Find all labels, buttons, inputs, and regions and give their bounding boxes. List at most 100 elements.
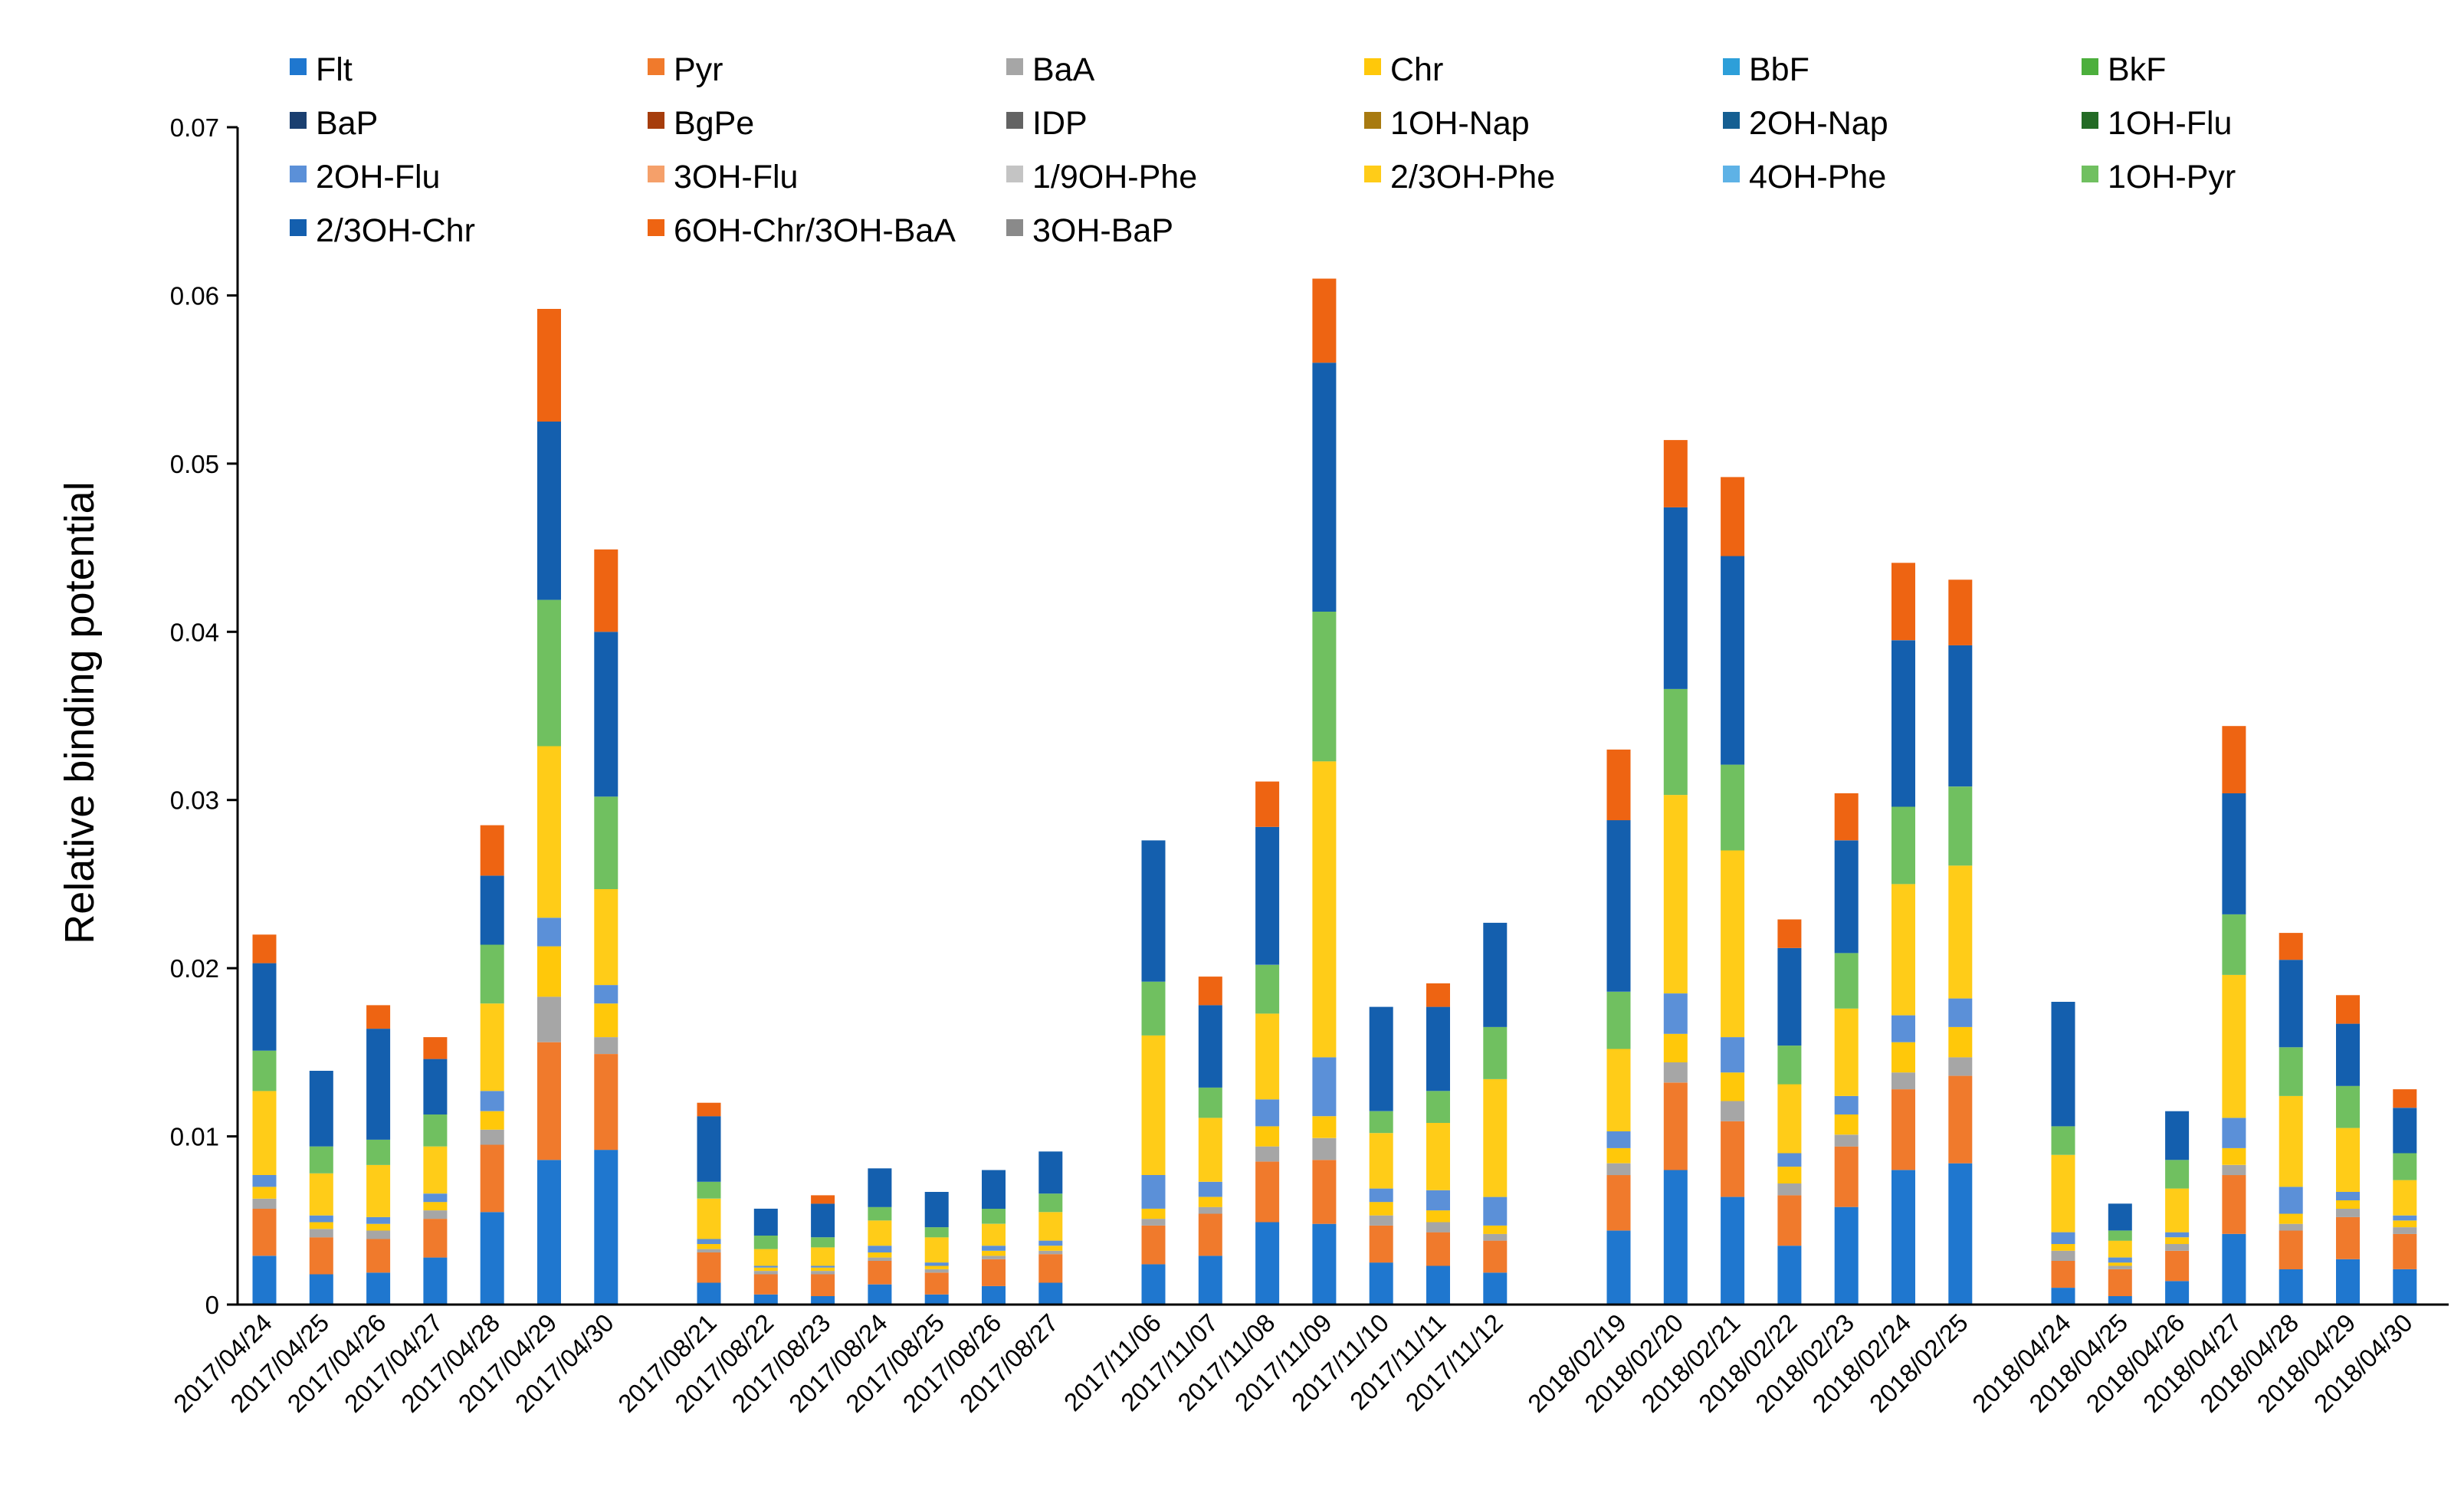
bar-segment (697, 1116, 721, 1182)
bar-segment (1426, 1190, 1450, 1211)
bar-segment (1948, 1057, 1973, 1076)
bar-segment (1038, 1193, 1063, 1213)
bar-segment (1834, 840, 1859, 954)
bar-segment (1721, 556, 1745, 765)
bar-segment (2279, 1047, 2303, 1096)
bar-segment (366, 1005, 391, 1029)
bar-segment (1663, 440, 1688, 507)
bar-segment (1426, 1210, 1450, 1223)
bar-segment (366, 1223, 391, 1231)
bar-segment (1141, 1264, 1166, 1305)
bar-segment (1312, 1057, 1337, 1117)
bar-segment (868, 1206, 892, 1221)
bar-segment (2336, 1192, 2360, 1200)
bar-segment (811, 1203, 835, 1238)
legend-swatch (1723, 112, 1740, 129)
bar-segment (309, 1071, 333, 1147)
y-tick-label: 0.06 (170, 281, 219, 310)
bar-segment (1834, 953, 1859, 1009)
bar-segment (1198, 1005, 1222, 1088)
bar-segment (1255, 1222, 1280, 1305)
bar-segment (1777, 1183, 1802, 1196)
bar-segment (982, 1208, 1006, 1224)
bar-segment (252, 1091, 277, 1175)
bar-segment (2279, 1223, 2303, 1231)
bar-segment (868, 1168, 892, 1207)
bar-segment (2051, 1260, 2075, 1288)
bar-segment (1038, 1282, 1063, 1305)
bar-segment (1834, 1134, 1859, 1147)
bar-segment (2393, 1215, 2417, 1221)
bar-segment (1369, 1262, 1393, 1305)
bar-segment (2165, 1111, 2190, 1160)
legend-swatch (2082, 112, 2098, 129)
legend-label: 4OH-Phe (1749, 159, 1886, 195)
bar-segment (2279, 1095, 2303, 1187)
axes-layer: 00.010.020.030.040.050.060.072017/04/242… (168, 113, 2449, 1418)
bar-segment (868, 1260, 892, 1285)
bar-segment (1198, 1256, 1222, 1305)
legend-swatch (290, 219, 307, 236)
bar-segment (1483, 1225, 1508, 1234)
bar-segment (366, 1216, 391, 1224)
bar-segment (594, 985, 618, 1004)
bar-segment (1426, 1091, 1450, 1123)
bar-segment (480, 944, 504, 1004)
legend-label: 6OH-Chr/3OH-BaA (674, 212, 956, 249)
bar-segment (1198, 1087, 1222, 1118)
bar-segment (982, 1170, 1006, 1209)
legend-label: 1/9OH-Phe (1032, 159, 1197, 195)
bar-segment (2393, 1180, 2417, 1216)
bar-segment (1141, 1035, 1166, 1175)
legend-label: 2OH-Flu (316, 159, 440, 195)
legend-swatch (648, 166, 664, 182)
legend-label: 1OH-Flu (2108, 105, 2232, 142)
bar-segment (480, 1212, 504, 1305)
legend-swatch (290, 58, 307, 75)
bar-segment (1891, 806, 1915, 885)
bar-segment (1891, 1072, 1915, 1090)
bar-segment (1721, 477, 1745, 556)
bar-segment (1255, 964, 1280, 1014)
bar-segment (753, 1271, 778, 1275)
legend-label: 2OH-Nap (1749, 105, 1888, 142)
bar-segment (2222, 1175, 2246, 1234)
y-tick-label: 0.05 (170, 450, 219, 478)
bar-segment (1141, 1225, 1166, 1265)
bar-segment (753, 1267, 778, 1272)
bar-segment (924, 1262, 949, 1266)
bar-segment (1312, 612, 1337, 762)
bar-segment (1141, 1208, 1166, 1219)
bar-segment (366, 1272, 391, 1305)
bar-segment (924, 1269, 949, 1273)
bar-segment (1255, 1099, 1280, 1127)
legend-swatch (1006, 219, 1023, 236)
bar-segment (868, 1257, 892, 1261)
bar-segment (2165, 1244, 2190, 1251)
bar-segment (1948, 998, 1973, 1027)
legend-label: 3OH-Flu (674, 159, 798, 195)
bar-segment (753, 1294, 778, 1305)
bar-segment (1834, 1095, 1859, 1114)
bar-segment (1198, 1118, 1222, 1182)
bar-segment (423, 1059, 448, 1114)
bar-segment (252, 1256, 277, 1305)
bar-segment (2051, 1244, 2075, 1251)
legend-label: Flt (316, 51, 353, 88)
bar-segment (1312, 363, 1337, 612)
bar-segment (1198, 977, 1222, 1006)
bar-segment (2051, 1002, 2075, 1127)
bar-segment (2222, 974, 2246, 1118)
bar-segment (1426, 1123, 1450, 1190)
legend-label: BaA (1032, 51, 1095, 88)
bar-segment (1663, 507, 1688, 689)
legend-label: Pyr (674, 51, 723, 88)
bar-segment (2222, 1147, 2246, 1165)
bar-segment (1255, 1126, 1280, 1147)
bar-segment (1777, 1167, 1802, 1183)
legend-swatch (1723, 58, 1740, 75)
legend-swatch (1364, 58, 1381, 75)
bar-segment (480, 1144, 504, 1213)
bar-segment (753, 1274, 778, 1295)
bar-segment (2336, 1208, 2360, 1217)
